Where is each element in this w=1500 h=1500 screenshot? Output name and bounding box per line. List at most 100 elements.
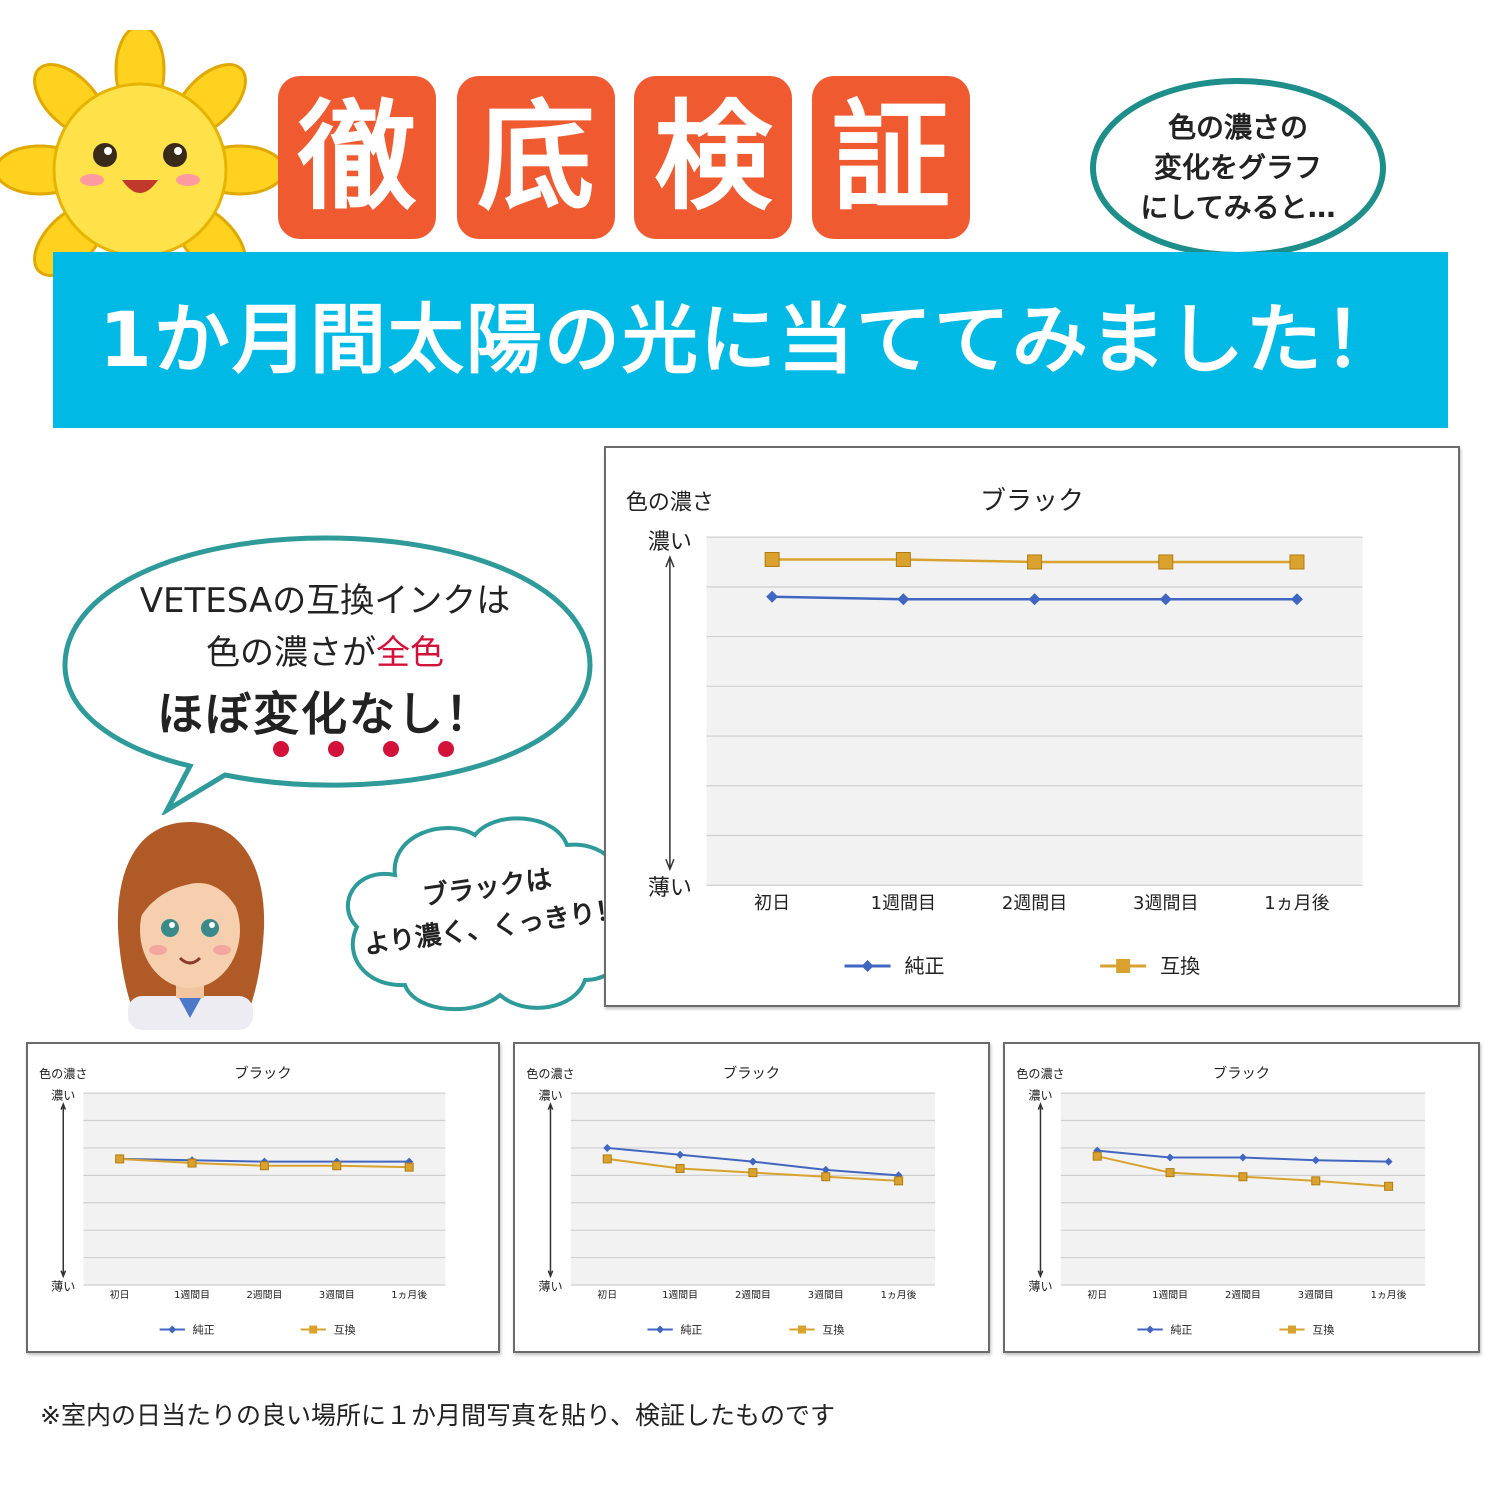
legend-marker bbox=[656, 1325, 665, 1334]
data-point bbox=[897, 593, 910, 606]
x-tick-label: 1ヵ月後 bbox=[1264, 893, 1329, 914]
title-char-3: 検 bbox=[634, 76, 792, 239]
data-point bbox=[1384, 1157, 1393, 1166]
x-tick-label: 2週間目 bbox=[1002, 893, 1067, 914]
data-point bbox=[404, 1162, 414, 1172]
arrow-up-icon bbox=[547, 1102, 554, 1110]
data-point bbox=[1311, 1156, 1320, 1165]
legend-marker bbox=[1116, 959, 1131, 974]
y-bottom-label: 薄い bbox=[538, 1278, 562, 1293]
woman-avatar bbox=[117, 822, 265, 1030]
data-point bbox=[1092, 1151, 1102, 1161]
speech-line-3: ほぼ変化なし！ bbox=[157, 687, 493, 741]
legend-marker bbox=[1287, 1325, 1296, 1334]
legend-label: 互換 bbox=[1312, 1323, 1334, 1336]
x-tick-label: 初日 bbox=[110, 1288, 130, 1301]
x-tick-label: 2週間目 bbox=[1225, 1289, 1261, 1301]
arrow-up-icon bbox=[60, 1102, 67, 1110]
oval-line-1: 色の濃さの bbox=[1167, 111, 1308, 144]
data-point bbox=[1166, 1153, 1175, 1162]
x-tick-label: 1週間目 bbox=[174, 1289, 210, 1301]
chart-main: ブラック 色の濃さ 濃い 薄い 初日 1週間目 2週間目 3週間目 1ヵ月後 純正 互換 bbox=[604, 446, 1460, 1007]
data-point bbox=[676, 1150, 685, 1159]
oval-line-2: 変化をグラフ bbox=[1153, 151, 1322, 184]
x-tick-label: 2週間目 bbox=[735, 1289, 771, 1301]
banner: 1か月間太陽の光に当ててみました！ bbox=[53, 252, 1448, 428]
y-axis-label: 色の濃さ bbox=[39, 1067, 87, 1081]
plot-area bbox=[1060, 1093, 1426, 1285]
y-bottom-label: 薄い bbox=[1028, 1278, 1052, 1293]
data-point bbox=[1311, 1176, 1321, 1186]
speech-line-2: 色の濃さが全色 bbox=[80, 627, 570, 679]
x-tick-label: 1ヵ月後 bbox=[1371, 1288, 1407, 1301]
legend-label: 互換 bbox=[1160, 954, 1200, 978]
chart-title: ブラック bbox=[980, 486, 1084, 516]
cloud-bubble bbox=[345, 816, 631, 1012]
data-point bbox=[748, 1157, 757, 1166]
data-point bbox=[821, 1165, 830, 1174]
legend-label: 互換 bbox=[822, 1323, 844, 1336]
arrow-up-icon bbox=[1037, 1102, 1044, 1110]
x-tick-label: 3週間目 bbox=[1133, 893, 1198, 914]
data-point bbox=[764, 551, 780, 567]
arrow-down-icon bbox=[1037, 1270, 1044, 1279]
data-point bbox=[1159, 593, 1172, 606]
x-tick-label: 1週間目 bbox=[871, 893, 936, 914]
chart-title: ブラック bbox=[1213, 1064, 1270, 1082]
legend-marker bbox=[1146, 1325, 1155, 1334]
y-axis-label: 色の濃さ bbox=[626, 490, 714, 515]
oval-line-3: にしてみると… bbox=[1140, 191, 1336, 224]
speech-line-1: VETESAの互換インクは bbox=[139, 581, 511, 621]
arrow-down-icon bbox=[60, 1270, 67, 1279]
data-point bbox=[1289, 554, 1305, 570]
data-point bbox=[603, 1143, 612, 1152]
data-point bbox=[894, 1176, 904, 1186]
data-point bbox=[332, 1161, 342, 1171]
title-char-2: 底 bbox=[457, 76, 615, 239]
y-top-label: 濃い bbox=[538, 1089, 562, 1103]
speech-highlight: 全色 bbox=[376, 633, 444, 673]
arrow-up-icon bbox=[665, 555, 675, 568]
legend-marker bbox=[861, 960, 874, 973]
data-point bbox=[1158, 554, 1174, 570]
plot-area bbox=[570, 1093, 936, 1285]
legend-label: 純正 bbox=[1170, 1323, 1192, 1336]
legend-marker bbox=[168, 1325, 177, 1334]
y-axis-label: 色の濃さ bbox=[526, 1067, 574, 1081]
title-char-4: 証 bbox=[812, 76, 970, 239]
speech-line-2-prefix: 色の濃さが bbox=[206, 633, 376, 673]
arrow-down-icon bbox=[547, 1270, 554, 1279]
chart-title: ブラック bbox=[234, 1064, 291, 1082]
data-point bbox=[1238, 1172, 1248, 1182]
x-tick-label: 1週間目 bbox=[662, 1289, 698, 1301]
data-point bbox=[602, 1154, 612, 1164]
data-point bbox=[1384, 1181, 1394, 1191]
plot-area bbox=[706, 537, 1363, 886]
chart-small-3: ブラック 色の濃さ 濃い 薄い 初日 1週間目 2週間目 3週間目 1ヵ月後 純正 互換 bbox=[1003, 1042, 1480, 1353]
data-point bbox=[675, 1163, 685, 1173]
legend-marker bbox=[309, 1325, 318, 1334]
data-point bbox=[895, 551, 911, 567]
chart-small-2: ブラック 色の濃さ 濃い 薄い 初日 1週間目 2週間目 3週間目 1ヵ月後 純正 互換 bbox=[513, 1042, 990, 1353]
x-tick-label: 初日 bbox=[1087, 1288, 1107, 1301]
data-point bbox=[1290, 593, 1303, 606]
speech-text: VETESAの互換インクは 色の濃さが全色 ほぼ変化なし！ bbox=[80, 575, 570, 749]
y-bottom-label: 薄い bbox=[648, 876, 692, 901]
x-tick-label: 3週間目 bbox=[1298, 1289, 1334, 1301]
data-point bbox=[187, 1158, 197, 1168]
x-tick-label: 初日 bbox=[597, 1288, 617, 1301]
data-point bbox=[1238, 1153, 1247, 1162]
y-top-label: 濃い bbox=[1028, 1089, 1052, 1103]
chart-small-1: ブラック 色の濃さ 濃い 薄い 初日 1週間目 2週間目 3週間目 1ヵ月後 純正 互換 bbox=[26, 1042, 500, 1353]
plot-area bbox=[83, 1093, 446, 1285]
y-top-label: 濃い bbox=[648, 530, 692, 555]
speech-bubble bbox=[62, 535, 593, 815]
data-point bbox=[748, 1168, 758, 1178]
x-tick-label: 1ヵ月後 bbox=[391, 1288, 427, 1301]
y-axis-label: 色の濃さ bbox=[1016, 1067, 1064, 1081]
legend-label: 互換 bbox=[334, 1323, 356, 1336]
x-tick-label: 初日 bbox=[754, 893, 790, 914]
data-point bbox=[766, 590, 779, 603]
data-point bbox=[1027, 554, 1043, 570]
x-tick-label: 1ヵ月後 bbox=[881, 1288, 917, 1301]
